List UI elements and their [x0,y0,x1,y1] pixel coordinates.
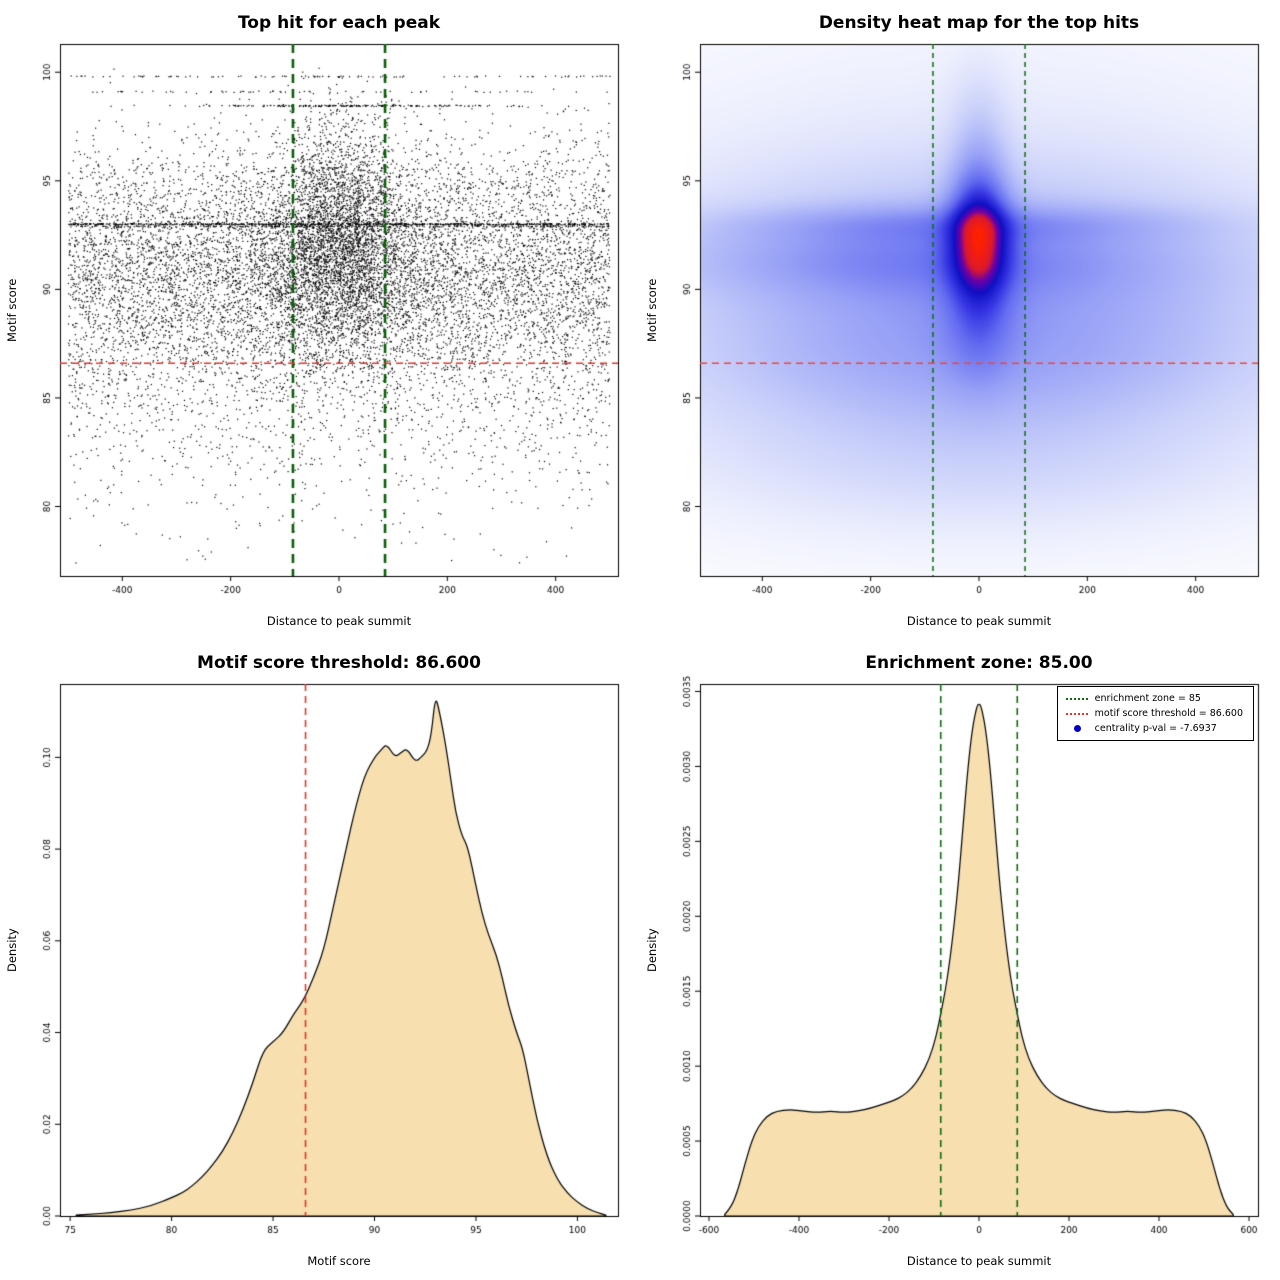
legend-label-enrichment-zone: enrichment zone = 85 [1094,693,1201,704]
score-density-x-axis-label: Motif score [307,1254,371,1268]
scatter-plot-canvas [0,0,640,640]
heatmap-plot-canvas [640,0,1280,640]
enrichment-title: Enrichment zone: 85.00 [865,653,1093,673]
score-density-plot-canvas [0,640,640,1280]
scatter-x-axis-label: Distance to peak summit [266,614,412,628]
heatmap-title: Density heat map for the top hits [818,13,1140,33]
panel-motif-score-density: Motif score threshold: 86.600 Motif scor… [0,640,640,1280]
legend-row-enrichment-zone: enrichment zone = 85 [1065,693,1243,704]
heatmap-x-axis-label: Distance to peak summit [906,614,1052,628]
legend-row-motif-threshold: motif score threshold = 86.600 [1065,708,1243,719]
heatmap-y-axis-label: Motif score [645,278,659,342]
enrichment-x-axis-label: Distance to peak summit [906,1254,1052,1268]
red-dotted-line-icon [1065,712,1088,715]
enrichment-y-axis-label: Density [645,928,659,972]
distance-density-plot-canvas [640,640,1280,1280]
panel-density-heatmap: Density heat map for the top hits Distan… [640,0,1280,640]
blue-dot-icon [1073,725,1081,732]
legend: enrichment zone = 85 motif score thresho… [1056,686,1254,741]
panel-scatter-top-hits: Top hit for each peak Distance to peak s… [0,0,640,640]
panel-enrichment-zone-density: Enrichment zone: 85.00 Distance to peak … [640,640,1280,1280]
scatter-title: Top hit for each peak [237,13,441,33]
score-density-title: Motif score threshold: 86.600 [197,653,481,673]
score-density-y-axis-label: Density [5,928,19,972]
legend-label-centrality-pval: centrality p-val = -7.6937 [1094,723,1217,734]
scatter-y-axis-label: Motif score [5,278,19,342]
legend-label-motif-threshold: motif score threshold = 86.600 [1094,708,1243,719]
legend-row-centrality-pval: centrality p-val = -7.6937 [1066,723,1243,734]
green-dotted-line-icon [1065,697,1088,700]
